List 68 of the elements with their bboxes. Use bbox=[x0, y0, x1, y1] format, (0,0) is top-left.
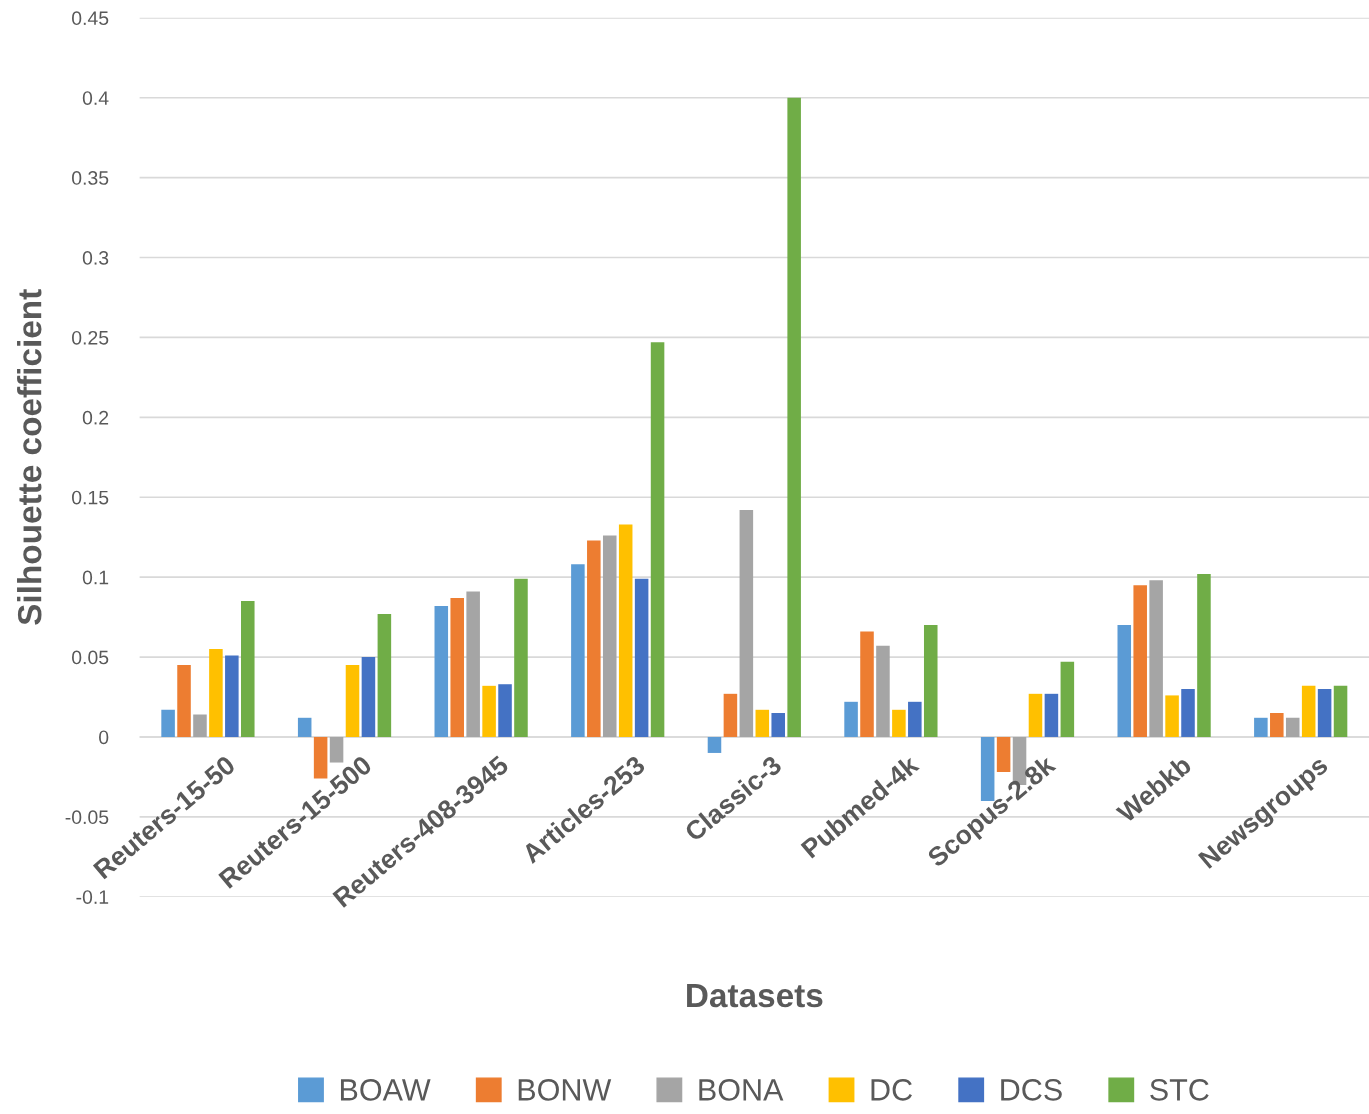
bar bbox=[193, 714, 207, 737]
y-tick-label: 0.35 bbox=[72, 171, 109, 185]
bar bbox=[161, 709, 175, 737]
y-tick-label: 0.1 bbox=[82, 570, 109, 585]
bar bbox=[723, 693, 738, 737]
bar bbox=[634, 578, 649, 737]
bar bbox=[1317, 689, 1332, 737]
bar bbox=[618, 524, 633, 737]
bar bbox=[571, 564, 585, 737]
bar bbox=[650, 342, 665, 737]
bar bbox=[225, 655, 239, 737]
y-tick-label: 0.3 bbox=[82, 251, 109, 265]
bar bbox=[482, 685, 496, 737]
legend-label: BONA bbox=[699, 1079, 784, 1101]
bar bbox=[177, 665, 191, 737]
bar bbox=[1197, 573, 1211, 737]
bar bbox=[498, 684, 512, 737]
bar bbox=[739, 510, 754, 737]
y-tick-label: 0.05 bbox=[72, 650, 109, 665]
legend-label: STC bbox=[1150, 1079, 1209, 1101]
bar bbox=[587, 540, 601, 737]
y-tick-label: 0 bbox=[99, 730, 109, 745]
bar bbox=[1133, 585, 1147, 737]
bar bbox=[1285, 717, 1300, 737]
bar bbox=[345, 665, 360, 737]
bar bbox=[297, 717, 312, 737]
legend-label: DCS bbox=[1001, 1079, 1062, 1101]
bar bbox=[361, 657, 376, 737]
bar bbox=[241, 601, 255, 737]
y-tick-label: 0.4 bbox=[82, 91, 109, 105]
bar bbox=[844, 701, 858, 737]
y-tick-label: 0.2 bbox=[82, 410, 109, 425]
bar bbox=[209, 649, 223, 737]
bar bbox=[876, 645, 890, 737]
bar bbox=[1117, 625, 1132, 737]
bar bbox=[1181, 689, 1195, 737]
bar bbox=[787, 97, 801, 737]
bar bbox=[1060, 661, 1075, 737]
bar bbox=[908, 701, 922, 737]
bar bbox=[514, 578, 528, 737]
bar bbox=[860, 631, 874, 737]
y-axis-title: Silhouette coefficient bbox=[17, 289, 42, 625]
bar bbox=[1044, 693, 1059, 737]
y-tick-label: -0.1 bbox=[76, 890, 109, 905]
bar bbox=[892, 709, 906, 737]
bar bbox=[1301, 685, 1316, 737]
bar bbox=[771, 712, 785, 737]
bar bbox=[707, 736, 722, 753]
bar bbox=[1270, 712, 1284, 737]
y-tick-label: 0.25 bbox=[72, 330, 109, 345]
legend-label: DC bbox=[871, 1079, 912, 1101]
bar bbox=[377, 613, 392, 737]
y-tick-label: 0.15 bbox=[72, 490, 109, 505]
bar bbox=[434, 605, 449, 737]
bar bbox=[1165, 695, 1179, 737]
y-tick-label: 0.45 bbox=[72, 11, 109, 26]
bar bbox=[1333, 685, 1348, 737]
bar bbox=[1149, 580, 1163, 737]
bar bbox=[466, 591, 480, 737]
bar bbox=[450, 597, 464, 737]
bar bbox=[1028, 693, 1043, 737]
bar bbox=[923, 625, 938, 737]
legend-label: BONW bbox=[518, 1079, 612, 1101]
bar bbox=[602, 535, 617, 737]
bar bbox=[1254, 717, 1268, 737]
bar bbox=[755, 709, 770, 737]
x-axis-title: Datasets bbox=[687, 984, 823, 1008]
legend-label: BOAW bbox=[340, 1079, 431, 1101]
